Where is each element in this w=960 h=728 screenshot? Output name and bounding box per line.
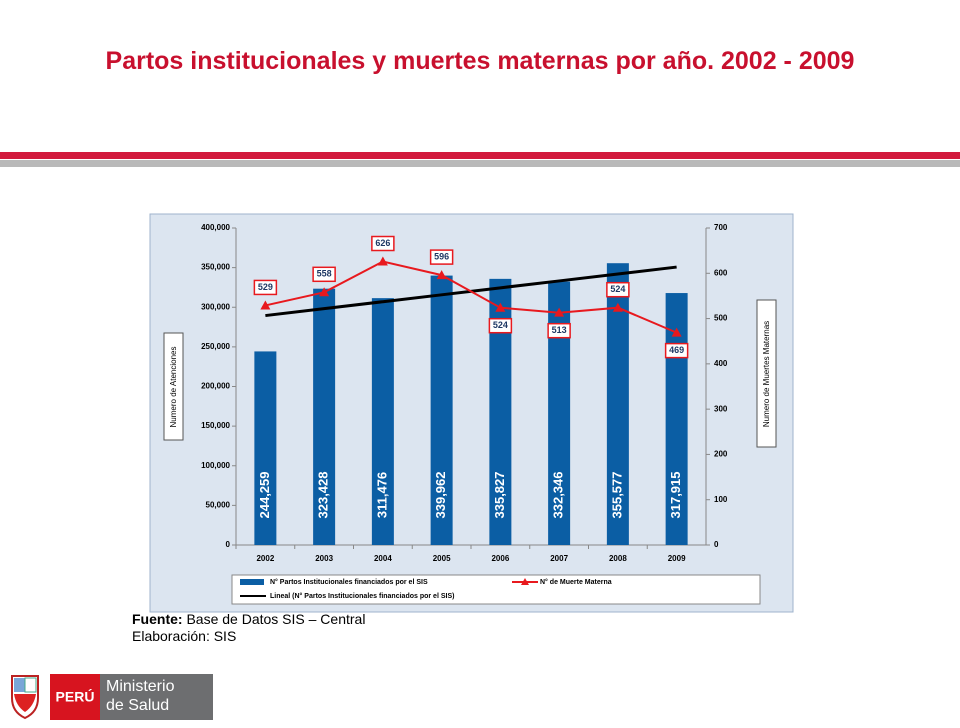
header-stripe (0, 160, 960, 167)
y-tick-label: 400,000 (201, 223, 230, 232)
x-tick-label: 2008 (609, 554, 627, 563)
line-marker (319, 287, 330, 297)
logo-red (50, 674, 100, 720)
y-tick-label: 200,000 (201, 382, 230, 391)
value-label-box (371, 235, 395, 252)
line-value-label: 513 (552, 325, 567, 335)
line-value-label: 469 (669, 345, 684, 355)
value-label-box (547, 322, 571, 339)
line-marker (436, 270, 447, 280)
x-tick-label: 2006 (491, 554, 509, 563)
line-value-label: 596 (434, 251, 449, 261)
logo-gray (100, 674, 213, 720)
legend-label: Lineal (N° Partos Institucionales financ… (270, 592, 454, 600)
line-value-label: 529 (258, 282, 273, 292)
line-value-label: 524 (493, 320, 508, 330)
source-label: Fuente: (132, 611, 183, 627)
bar (313, 288, 336, 545)
logo-shield-part (14, 694, 36, 712)
header-stripe (0, 152, 960, 159)
value-label-box (606, 281, 630, 298)
x-tick-label: 2004 (374, 554, 392, 563)
line-marker (260, 300, 271, 310)
y2-axis-label: Numero de Muertes Maternas (762, 321, 771, 427)
bar (606, 263, 629, 545)
bar (430, 275, 453, 545)
line-value-label: 558 (317, 269, 332, 279)
value-label-box (488, 317, 513, 334)
x-tick-label: 2009 (668, 554, 686, 563)
logo-line: Ministerio (106, 678, 175, 695)
bar-value-label: 311,476 (374, 472, 389, 518)
legend-box (231, 574, 761, 605)
chart-frame (149, 213, 794, 613)
value-label-box (429, 249, 454, 265)
bar-value-label: 335,827 (492, 472, 507, 519)
bar (489, 278, 512, 545)
bar-value-label: 332,346 (551, 472, 566, 519)
line-value-label: 524 (610, 284, 625, 294)
y-tick-label: 300,000 (201, 302, 230, 311)
y-tick-label: 100,000 (201, 461, 230, 470)
legend-marker (521, 578, 529, 585)
logo-shield-part (14, 678, 25, 692)
logo-shield-part (24, 677, 37, 693)
line-value-label: 626 (375, 238, 390, 248)
value-label-box (312, 266, 336, 283)
bar-value-label: 339,962 (433, 472, 448, 519)
y2-tick-label: 400 (714, 359, 728, 368)
legend-label: N° Partos Institucionales financiados po… (270, 578, 428, 586)
y2-tick-label: 500 (714, 314, 728, 323)
x-tick-label: 2002 (256, 554, 274, 563)
x-tick-label: 2005 (433, 554, 451, 563)
y2-tick-label: 0 (714, 540, 719, 549)
line-marker (612, 302, 623, 312)
bar (254, 351, 277, 545)
y2-tick-label: 600 (714, 268, 728, 277)
x-tick-label: 2007 (550, 554, 568, 563)
series-line (265, 260, 678, 334)
y-label-box (163, 332, 184, 441)
y-tick-label: 0 (226, 540, 231, 549)
y-tick-label: 150,000 (201, 421, 230, 430)
line-marker (554, 307, 565, 317)
bar-value-label: 355,577 (609, 472, 624, 519)
y-tick-label: 50,000 (206, 500, 231, 509)
y-tick-label: 250,000 (201, 342, 230, 351)
bar-value-label: 317,915 (668, 472, 683, 519)
source: Fuente: Base de Datos SIS – Central Elab… (132, 611, 365, 645)
y2-tick-label: 700 (714, 223, 728, 232)
y-tick-label: 350,000 (201, 263, 230, 272)
y2-tick-label: 100 (714, 495, 728, 504)
legend-label: N° de Muerte Materna (540, 578, 612, 586)
y-axis-label: Numero de Atenciones (169, 347, 178, 428)
value-label-box (253, 279, 278, 296)
legend-swatch (240, 579, 264, 585)
line-marker (671, 327, 682, 337)
line-marker (377, 256, 388, 266)
slide-title: Partos institucionales y muertes materna… (105, 47, 855, 75)
logo: PERÚ Ministerio de Salud (11, 674, 213, 720)
value-label-box (664, 342, 689, 359)
bar (371, 298, 394, 545)
bar-value-label: 323,428 (316, 472, 331, 519)
y2-tick-label: 200 (714, 450, 728, 459)
source-text: Base de Datos SIS – Central (182, 611, 366, 627)
y2-label-box (756, 299, 777, 448)
y2-tick-label: 300 (714, 404, 728, 413)
logo-line: de Salud (106, 697, 169, 714)
x-tick-label: 2003 (315, 554, 333, 563)
bar (548, 281, 571, 545)
bar-value-label: 244,259 (257, 472, 272, 519)
line-marker (495, 302, 506, 312)
logo-country: PERÚ (56, 688, 95, 705)
source-credit: Elaboración: SIS (132, 628, 237, 644)
